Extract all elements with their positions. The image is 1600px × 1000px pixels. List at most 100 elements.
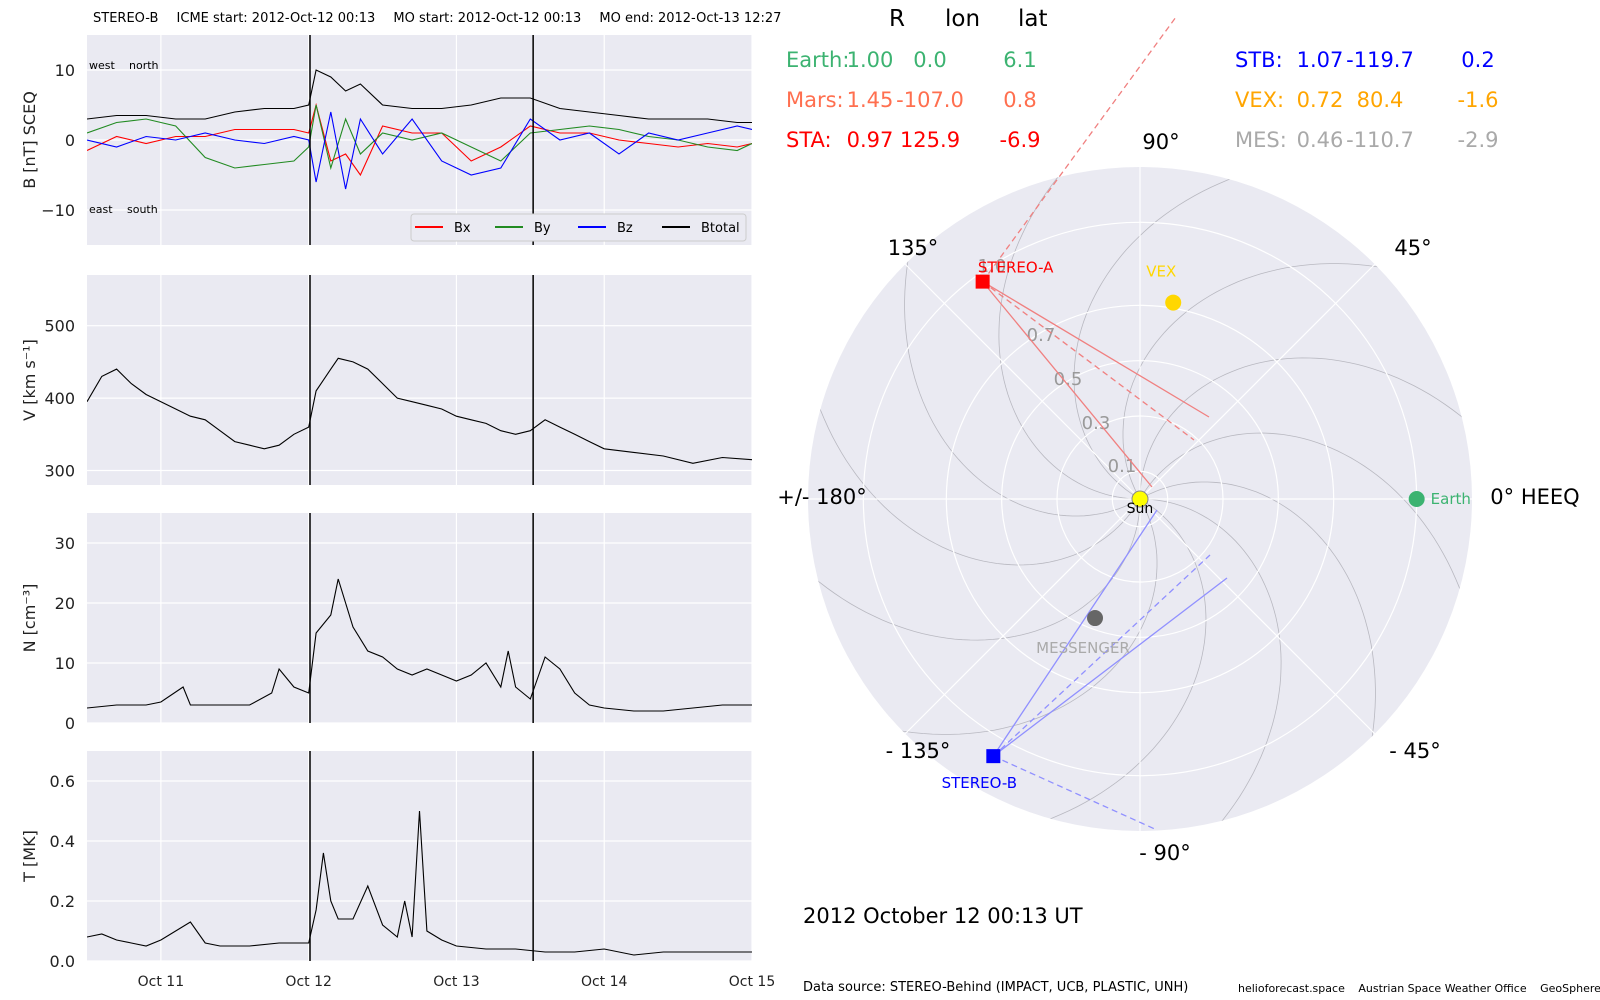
pos-mars-lon: -107.0 [896, 88, 964, 112]
theta-label: 135° [888, 236, 939, 260]
angular-grid-line [904, 498, 1141, 735]
pos-mes-lat: -2.9 [1457, 128, 1499, 152]
pos-mars-name: Mars: [786, 88, 844, 112]
parker-spiral [998, 167, 1141, 500]
panel-background [87, 751, 752, 961]
x-tick-label: Oct 14 [581, 974, 628, 990]
y-tick-label: 500 [44, 317, 75, 336]
legend: Bx By Bz Btotal [410, 213, 747, 242]
messenger-label: MESSENGER [1036, 639, 1130, 657]
panel-n: 0 10 20 30 N [cm⁻³] [20, 513, 753, 733]
y-tick-label: 0.2 [50, 892, 75, 911]
y-tick-label: 20 [55, 594, 75, 613]
annotation-north: north [129, 59, 159, 72]
y-axis-label: B [nT] SCEQ [20, 91, 39, 189]
y-tick-label: 10 [55, 61, 75, 80]
sta-view-line [982, 281, 1153, 488]
annotation-east: east [89, 203, 113, 216]
data-source: Data source: STEREO-Behind (IMPACT, UCB,… [803, 980, 1189, 995]
col-header-r: R [889, 6, 905, 32]
series-line-bx [87, 102, 752, 177]
pos-mes-name: MES: [1235, 128, 1287, 152]
theta-label: 0° HEEQ [1490, 485, 1579, 509]
sta-view-line-dashed [982, 281, 1195, 441]
pos-earth-r: 1.00 [846, 48, 894, 72]
col-header-lon: lon [945, 6, 981, 32]
y-tick-label: 10 [55, 654, 75, 673]
y-tick-label: 0.0 [50, 952, 75, 971]
x-tick-label: Oct 15 [729, 974, 775, 990]
parker-spiral [875, 498, 1158, 735]
stb-view-line [992, 577, 1228, 757]
stereo-a-marker [975, 274, 990, 289]
x-tick-label: Oct 11 [138, 974, 184, 990]
series-line-n [87, 578, 752, 712]
legend-label-bx: Bx [454, 221, 471, 236]
annotation-west: west [89, 59, 115, 72]
pos-stb-name: STB: [1235, 48, 1283, 72]
pos-vex-lon: 80.4 [1356, 88, 1404, 112]
panel-v: 300 400 500 V [km s⁻¹] [20, 275, 753, 485]
mo-end-label: MO end: 2012-Oct-13 12:27 [599, 11, 782, 26]
sta-view-line [982, 281, 1210, 418]
sun-marker [1131, 490, 1149, 508]
y-tick-label: 0 [65, 131, 75, 150]
pos-earth-lon: 0.0 [913, 48, 947, 72]
earth-label: Earth [1431, 490, 1471, 508]
mo-start-label: MO start: 2012-Oct-12 00:13 [393, 11, 582, 26]
radial-tick-label: 1.0 [978, 256, 1007, 277]
orbit-plot: 0.10.30.50.71.0SunEarthVEXMESSENGERSTERE… [808, 16, 1472, 831]
angular-grid-line [904, 263, 1141, 500]
y-axis-label: N [cm⁻³] [20, 584, 39, 653]
event-header: STEREO-B ICME start: 2012-Oct-12 00:13 M… [93, 11, 795, 26]
pos-mars-lat: 0.8 [1003, 88, 1037, 112]
pos-sta-lat: -6.9 [999, 128, 1041, 152]
sun-label: Sun [1127, 501, 1154, 517]
pos-sta-name: STA: [786, 128, 832, 152]
series-line-btotal [87, 69, 752, 124]
annotation-south: south [127, 203, 158, 216]
theta-label: - 45° [1389, 739, 1440, 763]
panel-background [87, 275, 752, 485]
y-axis-label: T [MK] [20, 830, 39, 883]
parker-spiral [1122, 263, 1405, 500]
radial-tick-label: 0.5 [1054, 369, 1083, 390]
credit-office: Austrian Space Weather Office [1358, 982, 1527, 995]
pos-earth-lat: 6.1 [1003, 48, 1037, 72]
pos-stb-lon: -119.7 [1346, 48, 1414, 72]
series-line-by [87, 104, 752, 171]
y-tick-label: −10 [41, 201, 75, 220]
legend-label-btotal: Btotal [701, 221, 740, 236]
legend-label-bz: Bz [617, 221, 633, 236]
radial-tick-label: 0.7 [1027, 325, 1056, 346]
y-tick-label: 0 [65, 714, 75, 733]
angular-grid-line [1139, 498, 1376, 735]
y-axis-label: V [km s⁻¹] [20, 339, 39, 421]
theta-label: 45° [1394, 236, 1431, 260]
parker-spiral [1139, 498, 1282, 831]
parker-spiral [904, 234, 1141, 517]
spacecraft-name: STEREO-B [93, 11, 159, 26]
theta-label: - 135° [886, 739, 951, 763]
stereo-b-marker [986, 749, 1001, 764]
pos-vex-r: 0.72 [1296, 88, 1344, 112]
vex-marker [1165, 294, 1182, 311]
pos-mars-r: 1.45 [846, 88, 894, 112]
stereo-a-label: STEREO-A [978, 259, 1054, 277]
icme-start-label: ICME start: 2012-Oct-12 00:13 [176, 11, 376, 26]
col-header-lat: lat [1018, 6, 1048, 32]
panel-t: 0.0 0.2 0.4 0.6 T [MK] [20, 751, 753, 971]
panel-background [87, 513, 752, 723]
theta-label: - 90° [1139, 841, 1190, 865]
pos-mes-lon: -110.7 [1346, 128, 1414, 152]
parker-spiral [1139, 432, 1470, 616]
y-tick-label: 0.4 [50, 832, 75, 851]
messenger-marker [1087, 610, 1104, 627]
y-tick-label: 300 [44, 462, 75, 481]
theta-label: +/- 180° [777, 485, 867, 509]
pos-vex-name: VEX: [1235, 88, 1285, 112]
parker-spirals [808, 167, 1472, 831]
view-lines [982, 16, 1228, 831]
credit-agency: GeoSphere Austria [1540, 982, 1600, 995]
